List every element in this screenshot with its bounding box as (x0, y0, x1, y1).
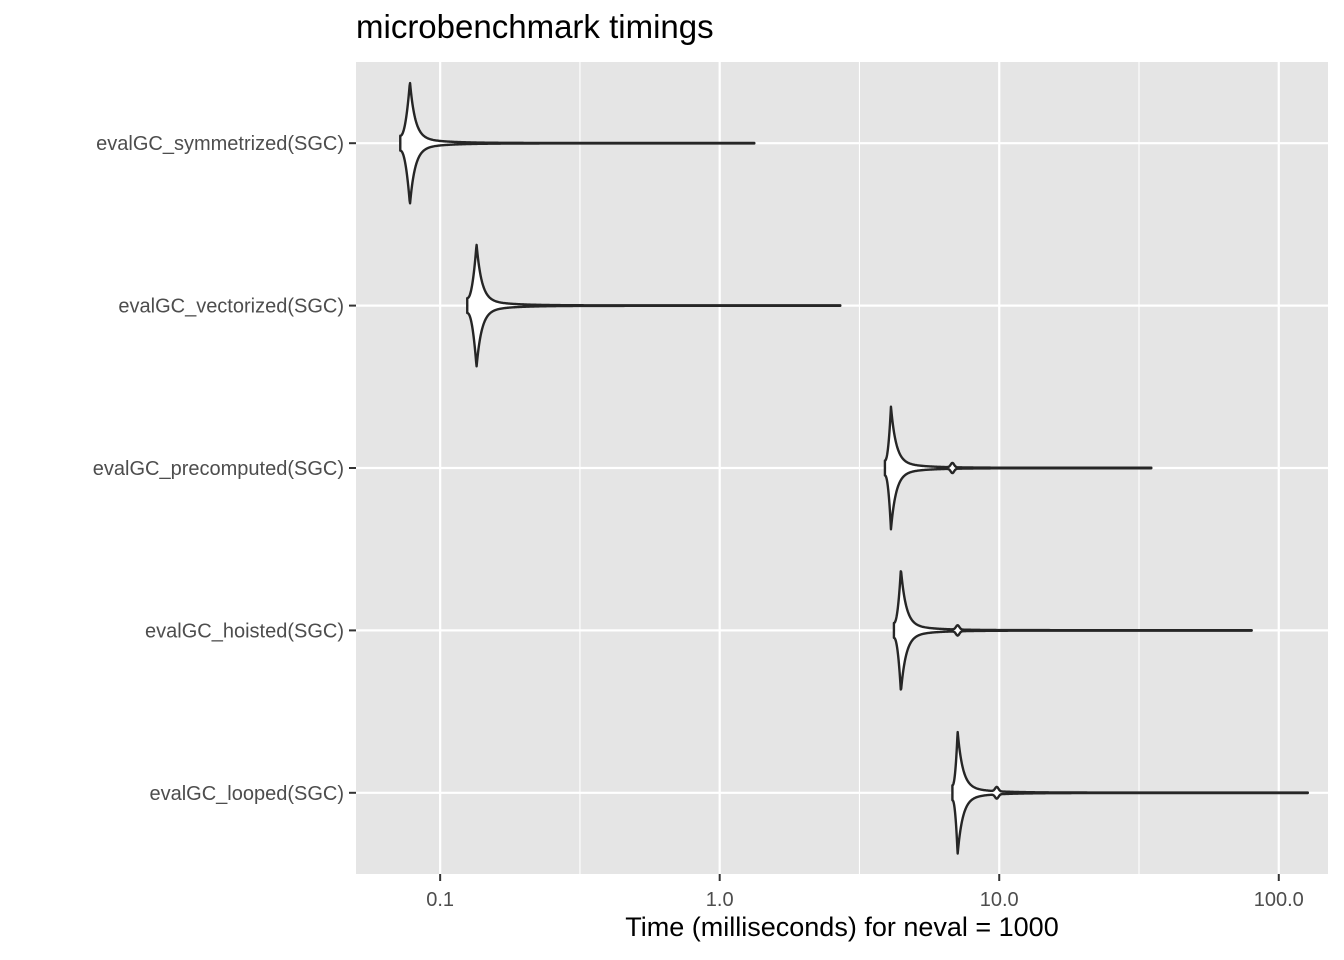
y-tick-label: evalGC_vectorized(SGC) (118, 296, 344, 318)
y-tick-label: evalGC_looped(SGC) (149, 783, 344, 805)
x-axis-title: Time (milliseconds) for neval = 1000 (625, 912, 1059, 942)
y-tick-label: evalGC_symmetrized(SGC) (96, 133, 344, 155)
violin (892, 570, 1253, 691)
violin (466, 243, 842, 368)
y-tick-label: evalGC_hoisted(SGC) (145, 620, 344, 642)
violins (399, 81, 1309, 855)
x-tick-label: 0.1 (426, 889, 454, 911)
y-tick-label: evalGC_precomputed(SGC) (93, 458, 344, 480)
violin (399, 81, 756, 205)
x-tick-label: 100.0 (1254, 889, 1304, 911)
violin (883, 405, 1153, 531)
x-tick-label: 10.0 (980, 889, 1019, 911)
violin (951, 730, 1309, 855)
y-axis: evalGC_symmetrized(SGC) evalGC_vectorized… (93, 133, 356, 805)
x-tick-label: 1.0 (706, 889, 734, 911)
x-axis: 0.1 1.0 10.0 100.0 (426, 874, 1304, 911)
chart-title: microbenchmark timings (356, 8, 714, 45)
